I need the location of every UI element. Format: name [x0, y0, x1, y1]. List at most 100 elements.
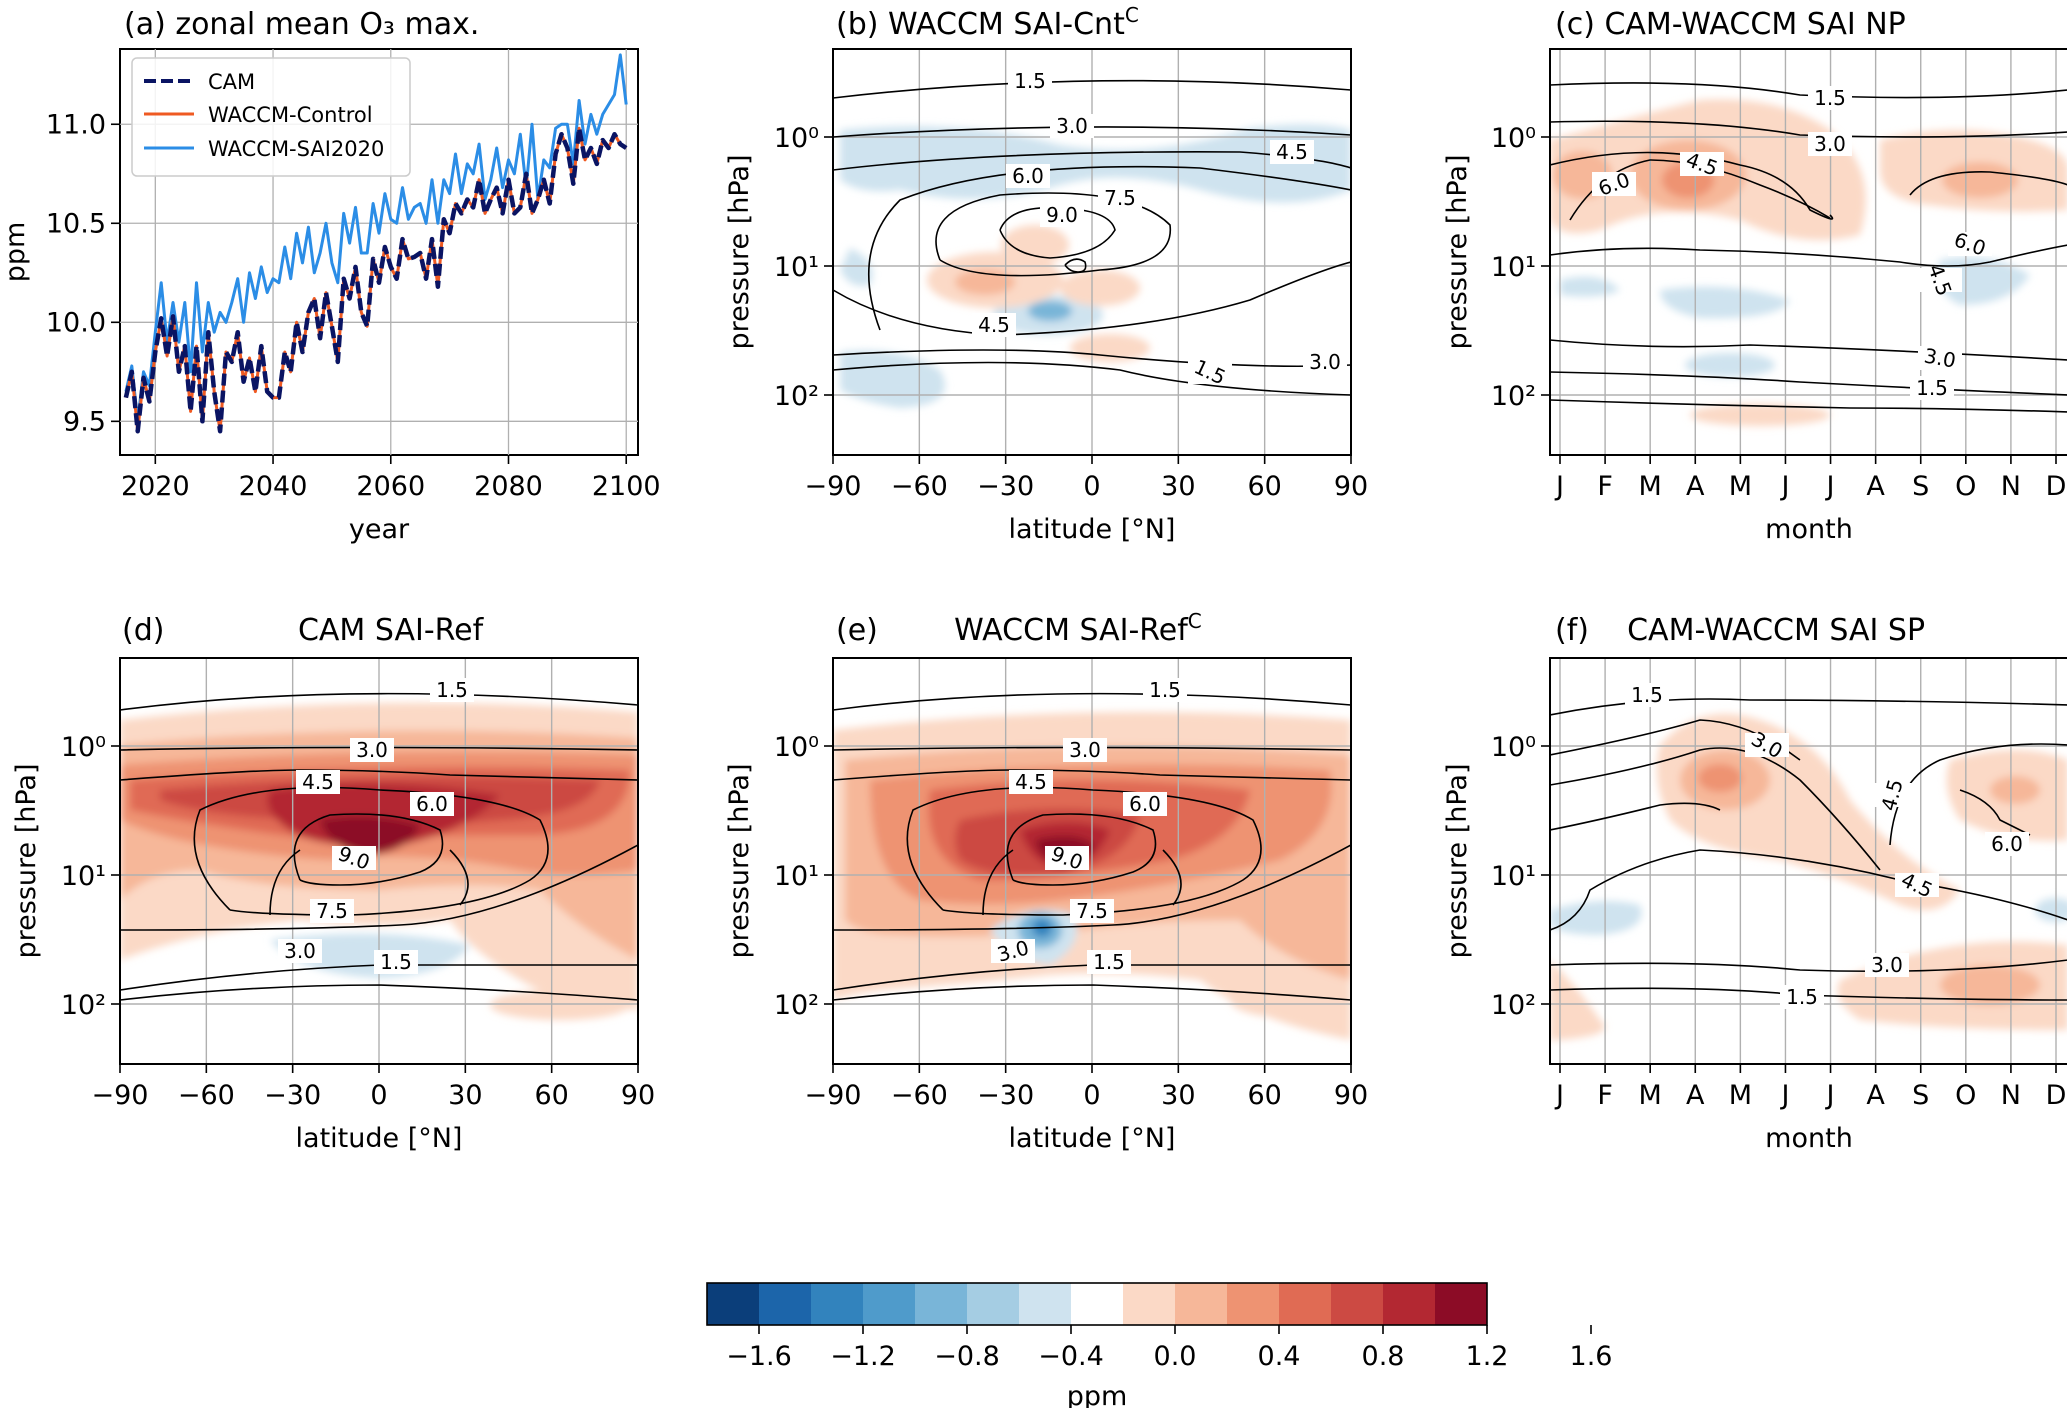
b-xtick-label: 90 [1334, 471, 1368, 502]
f-contour-4.5-right [1889, 743, 2067, 846]
panel-d-xlabel: latitude [°N] [296, 1123, 463, 1154]
f-neg-1 [1550, 901, 1642, 935]
colorbar-cell [1331, 1283, 1384, 1325]
d-contour-4.5-low [120, 844, 638, 931]
colorbar-cell [915, 1283, 968, 1325]
colorbar-cell [759, 1283, 812, 1325]
panel-e-field [833, 658, 1351, 1064]
b-clabel-bg-6 [1040, 203, 1084, 227]
colorbar-cell [1019, 1283, 1072, 1325]
b-contour-1.5-low [833, 361, 1351, 396]
b-xtick-label: −90 [805, 471, 862, 502]
d-xtick-label: −60 [178, 1080, 235, 1111]
b-clabel-bg-7 [972, 313, 1016, 337]
e-contour-4.5-low [833, 844, 1351, 931]
c-contour-1.5 [1550, 82, 2067, 99]
f-ytick-label: 10² [1491, 990, 1536, 1021]
b-xtick-label: −30 [977, 471, 1034, 502]
e-clabel-bg-3 [1009, 770, 1053, 794]
e-clabel-bg-5 [1045, 846, 1089, 870]
colorbar-cell [967, 1283, 1020, 1325]
d-pos-low [490, 990, 630, 1020]
legend-label-waccm-control: WACCM-Control [208, 103, 373, 127]
c-xtick-label: J [1825, 471, 1835, 502]
a-ytick-label: 10.0 [46, 307, 106, 338]
d-pos-l7 [320, 816, 420, 855]
f-clabel-bg-6 [1865, 953, 1909, 977]
panel-d-contour-labels: 1.5 3.0 4.5 6.0 9.0 7.5 3.0 1.5 [278, 678, 474, 974]
c-xtick-label: J [1554, 471, 1564, 502]
colorbar-cell [1383, 1283, 1436, 1325]
colorbar-cell [707, 1283, 760, 1325]
d-contour-1.5-low [120, 984, 638, 1001]
b-clabel-1: 1.5 [1014, 69, 1046, 93]
c-clabel-8: 1.5 [1916, 376, 1948, 400]
d-clabel-bg-7 [278, 939, 322, 963]
panel-f-title: (f) CAM-WACCM SAI SP [1555, 613, 1925, 648]
f-clabel-1: 1.5 [1631, 683, 1663, 707]
colorbar-cell [1279, 1283, 1332, 1325]
panel-b-contour-labels: 1.5 3.0 4.5 6.0 7.5 9.0 4.5 1.5 3.0 [972, 69, 1347, 390]
colorbar-cell [863, 1283, 916, 1325]
c-clabel-bg-3 [1680, 152, 1724, 176]
b-xtick-label: −60 [891, 471, 948, 502]
legend-label-waccm-sai2020: WACCM-SAI2020 [208, 137, 384, 161]
a-xtick-label: 2100 [592, 471, 661, 502]
c-neg-2 [1660, 286, 1790, 319]
e-xtick-label: −60 [891, 1080, 948, 1111]
f-clabel-4: 6.0 [1991, 832, 2023, 856]
c-xtick-label: M [1729, 471, 1752, 502]
d-contour-7.5 [269, 849, 469, 916]
f-clabel-bg-1 [1625, 683, 1669, 707]
panel-a-ylabel: ppm [0, 222, 31, 283]
e-contour-1.5-top [833, 692, 1351, 711]
c-clabel-bg-5 [1948, 232, 1992, 256]
c-xtick-label: N [2001, 471, 2021, 502]
a-xtick-label: 2020 [121, 471, 190, 502]
c-xtick-label: A [1866, 471, 1885, 502]
e-contour-1.5-low [833, 984, 1351, 1001]
panel-d-title: (d) CAM SAI-Ref [122, 613, 485, 648]
c-ytick-label: 10⁰ [1491, 123, 1536, 154]
f-xtick-label: S [1912, 1080, 1929, 1111]
b-clabel-bg-4 [1006, 164, 1050, 188]
panel-a-series [123, 53, 628, 434]
b-clabel-bg-9 [1303, 350, 1347, 374]
c-xtick-label: J [1779, 471, 1789, 502]
c-contour-3.0 [1550, 120, 2067, 138]
b-xtick-label: 60 [1247, 471, 1281, 502]
b-xtick-label: 30 [1161, 471, 1195, 502]
f-clabel-7: 1.5 [1786, 985, 1818, 1009]
f-neg-2 [2035, 898, 2067, 922]
panel-e-ticks: −90 −60 −30 0 30 60 90 10⁰ 10¹ 10² [774, 732, 1368, 1111]
d-clabel-6: 7.5 [316, 899, 348, 923]
colorbar: −1.6 −1.2 −0.8 −0.4 0.0 0.4 0.8 1.2 1.6 ppm [706, 1282, 1612, 1408]
b-clabel-bg-3 [1270, 140, 1314, 164]
e-clabel-bg-1 [1143, 678, 1187, 702]
b-clabel-6: 9.0 [1046, 203, 1078, 227]
b-xtick-label: 0 [1083, 471, 1100, 502]
b-clabel-9: 3.0 [1309, 350, 1341, 374]
a-xtick-label: 2060 [356, 471, 425, 502]
c-pos-7 [1690, 404, 1830, 426]
c-clabel-1: 1.5 [1814, 86, 1846, 110]
e-pos-low [1230, 982, 1350, 1018]
c-pos-5 [1942, 162, 2018, 198]
e-clabel-6: 7.5 [1076, 899, 1108, 923]
colorbar-tick-label: −0.8 [934, 1341, 1000, 1372]
a-ytick-label: 9.5 [63, 406, 106, 437]
f-xtick-label: O [1955, 1080, 1976, 1111]
d-clabel-bg-8 [374, 950, 418, 974]
colorbar-cell [1071, 1283, 1124, 1325]
colorbar-tick-label: 0.8 [1362, 1341, 1405, 1372]
panel-b-title: (b) WACCM SAI-CntC [836, 3, 1139, 42]
e-clabel-2: 3.0 [1069, 738, 1101, 762]
f-xtick-label: J [1554, 1080, 1564, 1111]
a-ytick-label: 10.5 [46, 208, 106, 239]
d-contour-9.0 [293, 813, 444, 886]
d-clabel-1: 1.5 [436, 678, 468, 702]
panel-a-yticks: 9.5 10.0 10.5 11.0 [46, 109, 120, 437]
colorbar-ticks: −1.6 −1.2 −0.8 −0.4 0.0 0.4 0.8 1.2 1.6 [726, 1325, 1612, 1372]
